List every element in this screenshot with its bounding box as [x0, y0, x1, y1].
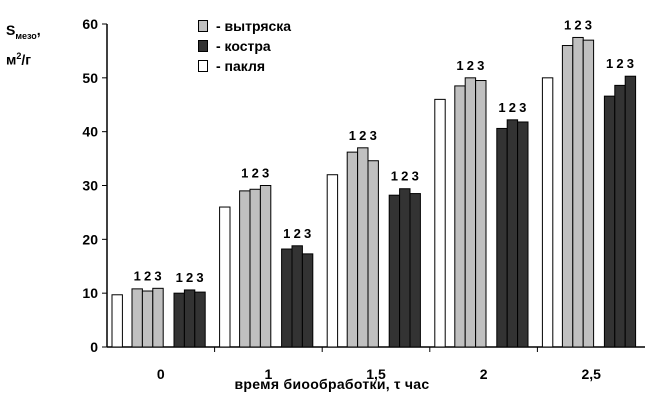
bar-vytryaska	[582, 39, 595, 348]
y-tick-label: 50	[82, 70, 98, 86]
sample-label-vytryaska: 3	[585, 17, 592, 32]
x-tick-label: 1	[265, 366, 273, 382]
sample-label-kostra: 1	[498, 100, 505, 115]
sample-label-kostra: 1	[283, 226, 290, 241]
bar-vytryaska	[475, 80, 487, 348]
sample-label-vytryaska: 1	[241, 166, 248, 181]
bar-vytryaska	[131, 288, 143, 348]
sample-label-vytryaska: 2	[359, 128, 366, 143]
sample-label-vytryaska: 2	[574, 17, 581, 32]
sample-label-kostra: 3	[304, 226, 311, 241]
sample-label-vytryaska: 1	[134, 268, 141, 283]
bar-paklya	[434, 98, 446, 348]
bar-kostra	[496, 127, 508, 348]
bar-paklya	[219, 206, 231, 348]
bar-kostra	[301, 253, 314, 348]
legend-swatch-vytryaska	[198, 20, 208, 32]
bar-vytryaska	[249, 188, 261, 348]
sample-label-kostra: 2	[294, 226, 301, 241]
x-tick-label: 2	[480, 366, 488, 382]
sample-label-vytryaska: 3	[154, 268, 161, 283]
bar-vytryaska	[152, 287, 164, 348]
bar-kostra	[291, 245, 303, 348]
bar-vytryaska	[141, 290, 154, 348]
bar-kostra	[281, 248, 293, 348]
legend-swatch-kostra	[198, 40, 208, 52]
bar-paklya	[111, 294, 123, 348]
sample-label-kostra: 1	[176, 270, 183, 285]
bar-vytryaska	[464, 77, 477, 348]
y-tick-label: 20	[82, 231, 98, 247]
bar-kostra	[517, 121, 529, 348]
legend-item-vytryaska: - вытряска	[198, 16, 291, 36]
bar-kostra	[624, 75, 637, 348]
sample-label-kostra: 3	[196, 270, 203, 285]
sample-label-vytryaska: 3	[370, 128, 377, 143]
legend: - вытряска - костра - пакля	[198, 16, 291, 76]
legend-label-kostra: - костра	[216, 38, 271, 54]
sample-label-kostra: 2	[186, 270, 193, 285]
legend-swatch-paklya	[198, 60, 208, 72]
y-tick-label: 40	[82, 124, 98, 140]
bar-vytryaska	[454, 85, 466, 348]
bar-kostra	[399, 188, 411, 348]
sample-label-kostra: 2	[616, 56, 623, 71]
bar-vytryaska	[367, 160, 379, 348]
bar-vytryaska	[259, 185, 272, 348]
legend-item-kostra: - костра	[198, 36, 291, 56]
y-tick-label: 30	[82, 178, 98, 194]
sample-label-vytryaska: 3	[477, 58, 484, 73]
bar-paklya	[326, 174, 339, 348]
bar-vytryaska	[239, 190, 251, 348]
y-tick-label: 60	[82, 16, 98, 32]
sample-label-vytryaska: 2	[144, 268, 151, 283]
bar-kostra	[388, 194, 401, 348]
sample-label-vytryaska: 2	[467, 58, 474, 73]
sample-label-vytryaska: 1	[349, 128, 356, 143]
bar-kostra	[183, 289, 196, 348]
y-axis-label: Sмезо, м2/г	[6, 22, 41, 68]
x-tick-label: 0	[157, 366, 165, 382]
y-tick-label: 0	[90, 339, 98, 355]
bar-vytryaska	[357, 147, 369, 348]
bar-kostra	[614, 84, 626, 348]
sample-label-kostra: 3	[519, 100, 526, 115]
sample-label-vytryaska: 2	[252, 166, 259, 181]
sample-label-vytryaska: 1	[456, 58, 463, 73]
sample-label-vytryaska: 3	[262, 166, 269, 181]
bar-vytryaska	[346, 151, 359, 348]
legend-item-paklya: - пакля	[198, 56, 291, 76]
sample-label-vytryaska: 1	[564, 17, 571, 32]
sample-label-kostra: 2	[509, 100, 516, 115]
legend-label-vytryaska: - вытряска	[216, 18, 292, 34]
x-axis-label: время биообработки, τ час	[234, 376, 430, 392]
bar-kostra	[603, 95, 616, 348]
legend-label-paklya: - пакля	[216, 58, 266, 74]
x-tick-label: 1,5	[366, 366, 386, 382]
sample-label-kostra: 1	[606, 56, 613, 71]
bar-kostra	[173, 292, 185, 348]
bar-kostra	[506, 119, 519, 348]
bar-vytryaska	[572, 36, 584, 348]
sample-label-kostra: 2	[401, 169, 408, 184]
sample-label-kostra: 1	[391, 169, 398, 184]
bar-kostra	[409, 193, 421, 348]
sample-label-kostra: 3	[412, 169, 419, 184]
x-tick-label: 2,5	[581, 366, 601, 382]
bar-vytryaska	[561, 45, 574, 348]
sample-label-kostra: 3	[627, 56, 634, 71]
bar-kostra	[194, 291, 206, 348]
y-tick-label: 10	[82, 285, 98, 301]
bar-paklya	[541, 77, 554, 348]
